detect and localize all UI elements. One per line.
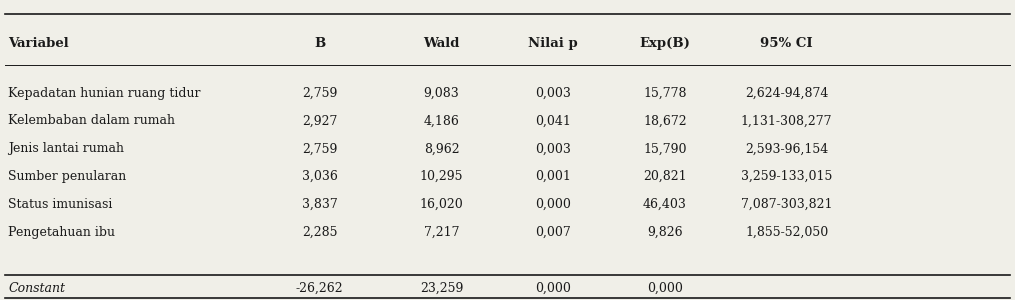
Text: 4,186: 4,186	[423, 114, 460, 128]
Text: Sumber penularan: Sumber penularan	[8, 170, 127, 183]
Text: -26,262: -26,262	[296, 281, 343, 295]
Text: Status imunisasi: Status imunisasi	[8, 198, 113, 211]
Text: 9,083: 9,083	[423, 86, 460, 100]
Text: Constant: Constant	[8, 281, 65, 295]
Text: Nilai p: Nilai p	[528, 37, 579, 50]
Text: 15,778: 15,778	[644, 86, 686, 100]
Text: 46,403: 46,403	[642, 198, 687, 211]
Text: 10,295: 10,295	[420, 170, 463, 183]
Text: 2,759: 2,759	[302, 86, 337, 100]
Text: Kelembaban dalam rumah: Kelembaban dalam rumah	[8, 114, 176, 128]
Text: Exp(B): Exp(B)	[639, 37, 690, 50]
Text: 3,259-133,015: 3,259-133,015	[741, 170, 832, 183]
Text: 0,000: 0,000	[535, 281, 571, 295]
Text: Kepadatan hunian ruang tidur: Kepadatan hunian ruang tidur	[8, 86, 201, 100]
Text: 20,821: 20,821	[644, 170, 686, 183]
Text: 3,837: 3,837	[301, 198, 338, 211]
Text: 2,285: 2,285	[302, 226, 337, 239]
Text: 2,624-94,874: 2,624-94,874	[745, 86, 828, 100]
Text: Variabel: Variabel	[8, 37, 69, 50]
Text: Jenis lantai rumah: Jenis lantai rumah	[8, 142, 124, 155]
Text: 0,001: 0,001	[535, 170, 571, 183]
Text: 0,000: 0,000	[647, 281, 683, 295]
Text: 3,036: 3,036	[301, 170, 338, 183]
Text: 2,759: 2,759	[302, 142, 337, 155]
Text: 18,672: 18,672	[644, 114, 686, 128]
Text: 2,593-96,154: 2,593-96,154	[745, 142, 828, 155]
Text: 1,131-308,277: 1,131-308,277	[741, 114, 832, 128]
Text: 0,003: 0,003	[535, 86, 571, 100]
Text: Pengetahuan ibu: Pengetahuan ibu	[8, 226, 115, 239]
Text: 0,000: 0,000	[535, 198, 571, 211]
Text: 8,962: 8,962	[423, 142, 460, 155]
Text: 16,020: 16,020	[419, 198, 464, 211]
Text: 0,007: 0,007	[535, 226, 571, 239]
Text: 0,003: 0,003	[535, 142, 571, 155]
Text: 95% CI: 95% CI	[760, 37, 813, 50]
Text: 15,790: 15,790	[644, 142, 686, 155]
Text: 9,826: 9,826	[647, 226, 683, 239]
Text: Wald: Wald	[423, 37, 460, 50]
Text: B: B	[314, 37, 326, 50]
Text: 23,259: 23,259	[420, 281, 463, 295]
Text: 7,087-303,821: 7,087-303,821	[741, 198, 832, 211]
Text: 0,041: 0,041	[535, 114, 571, 128]
Text: 1,855-52,050: 1,855-52,050	[745, 226, 828, 239]
Text: 7,217: 7,217	[424, 226, 459, 239]
Text: 2,927: 2,927	[302, 114, 337, 128]
